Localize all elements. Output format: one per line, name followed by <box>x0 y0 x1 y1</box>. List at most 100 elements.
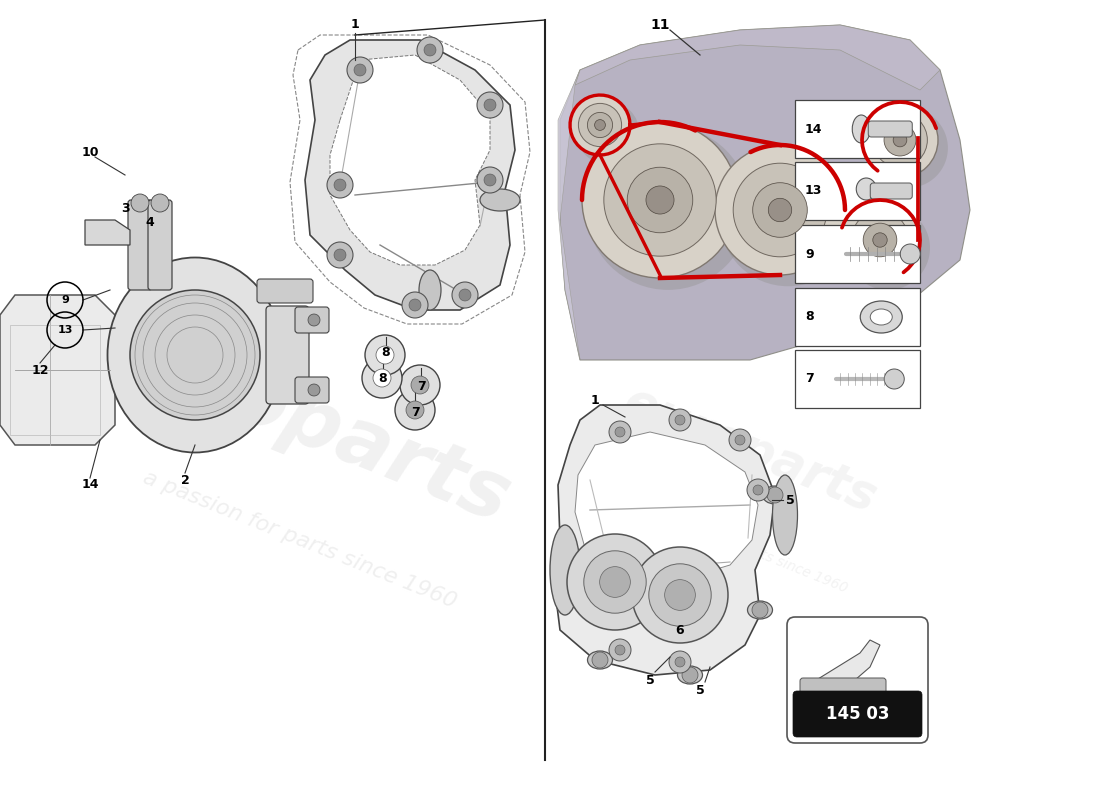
Text: 7: 7 <box>417 381 426 394</box>
Circle shape <box>595 119 605 130</box>
Circle shape <box>609 421 631 443</box>
Circle shape <box>327 172 353 198</box>
Circle shape <box>402 292 428 318</box>
Circle shape <box>459 289 471 301</box>
Circle shape <box>327 242 353 268</box>
FancyBboxPatch shape <box>266 306 309 404</box>
Circle shape <box>884 124 916 156</box>
Text: 10: 10 <box>81 146 99 158</box>
Circle shape <box>130 290 260 420</box>
Bar <box>795 288 920 346</box>
Circle shape <box>893 133 906 147</box>
Circle shape <box>373 369 390 387</box>
Circle shape <box>354 64 366 76</box>
Circle shape <box>477 167 503 193</box>
Circle shape <box>334 249 346 261</box>
Bar <box>795 350 920 408</box>
Text: 4: 4 <box>145 215 154 229</box>
Polygon shape <box>575 432 758 580</box>
FancyBboxPatch shape <box>870 183 912 199</box>
Circle shape <box>484 99 496 111</box>
Circle shape <box>884 369 904 389</box>
Circle shape <box>752 602 768 618</box>
Circle shape <box>669 409 691 431</box>
FancyBboxPatch shape <box>868 121 912 137</box>
Text: 13: 13 <box>805 185 823 198</box>
Circle shape <box>409 299 421 311</box>
Circle shape <box>715 145 845 275</box>
Bar <box>795 162 920 220</box>
Circle shape <box>627 167 693 233</box>
Bar <box>795 225 920 283</box>
Polygon shape <box>85 220 130 245</box>
Circle shape <box>900 244 921 264</box>
Circle shape <box>675 657 685 667</box>
Ellipse shape <box>868 108 948 188</box>
Text: 1: 1 <box>351 18 360 31</box>
Circle shape <box>411 376 429 394</box>
Text: 14: 14 <box>805 122 823 135</box>
Circle shape <box>864 223 896 257</box>
Circle shape <box>400 365 440 405</box>
Text: 6: 6 <box>675 623 684 637</box>
Text: europarts: europarts <box>616 378 883 522</box>
Text: 145 03: 145 03 <box>826 705 889 723</box>
Circle shape <box>734 163 827 257</box>
Circle shape <box>872 233 888 247</box>
Ellipse shape <box>419 270 441 310</box>
Polygon shape <box>558 70 580 360</box>
Ellipse shape <box>762 486 788 504</box>
Text: 5: 5 <box>646 674 654 686</box>
FancyBboxPatch shape <box>148 200 172 290</box>
Circle shape <box>406 401 424 419</box>
Circle shape <box>566 534 663 630</box>
Ellipse shape <box>719 150 856 286</box>
Circle shape <box>669 651 691 673</box>
Circle shape <box>484 174 496 186</box>
Text: 7: 7 <box>805 373 814 386</box>
Text: 9: 9 <box>62 295 69 305</box>
Circle shape <box>632 547 728 643</box>
Circle shape <box>609 639 631 661</box>
Circle shape <box>346 57 373 83</box>
Text: a passion for parts since 1960: a passion for parts since 1960 <box>650 504 850 596</box>
Circle shape <box>477 92 503 118</box>
Ellipse shape <box>856 178 877 200</box>
Ellipse shape <box>846 206 929 290</box>
Polygon shape <box>575 25 940 90</box>
Circle shape <box>735 435 745 445</box>
Circle shape <box>664 580 695 610</box>
Circle shape <box>417 37 443 63</box>
Circle shape <box>582 122 738 278</box>
Circle shape <box>592 652 608 668</box>
Polygon shape <box>330 55 490 265</box>
Circle shape <box>754 485 763 495</box>
Bar <box>10 325 100 435</box>
Text: a passion for parts since 1960: a passion for parts since 1960 <box>141 468 460 612</box>
Circle shape <box>649 564 712 626</box>
Text: 7: 7 <box>410 406 419 418</box>
Circle shape <box>584 550 646 613</box>
Ellipse shape <box>480 189 520 211</box>
Circle shape <box>646 186 674 214</box>
Ellipse shape <box>860 301 902 333</box>
Circle shape <box>840 200 920 280</box>
FancyBboxPatch shape <box>793 691 922 737</box>
Text: 11: 11 <box>650 18 670 32</box>
Circle shape <box>600 566 630 598</box>
Circle shape <box>452 282 478 308</box>
Polygon shape <box>560 25 970 360</box>
Text: 8: 8 <box>382 346 390 359</box>
Circle shape <box>362 358 402 398</box>
Circle shape <box>747 479 769 501</box>
Text: 13: 13 <box>57 325 73 335</box>
Circle shape <box>729 429 751 451</box>
Polygon shape <box>0 295 116 445</box>
Polygon shape <box>556 405 776 675</box>
Ellipse shape <box>748 601 772 619</box>
Circle shape <box>767 487 783 503</box>
Text: europarts: europarts <box>79 301 521 539</box>
Circle shape <box>308 384 320 396</box>
Ellipse shape <box>852 115 870 143</box>
Ellipse shape <box>550 525 580 615</box>
